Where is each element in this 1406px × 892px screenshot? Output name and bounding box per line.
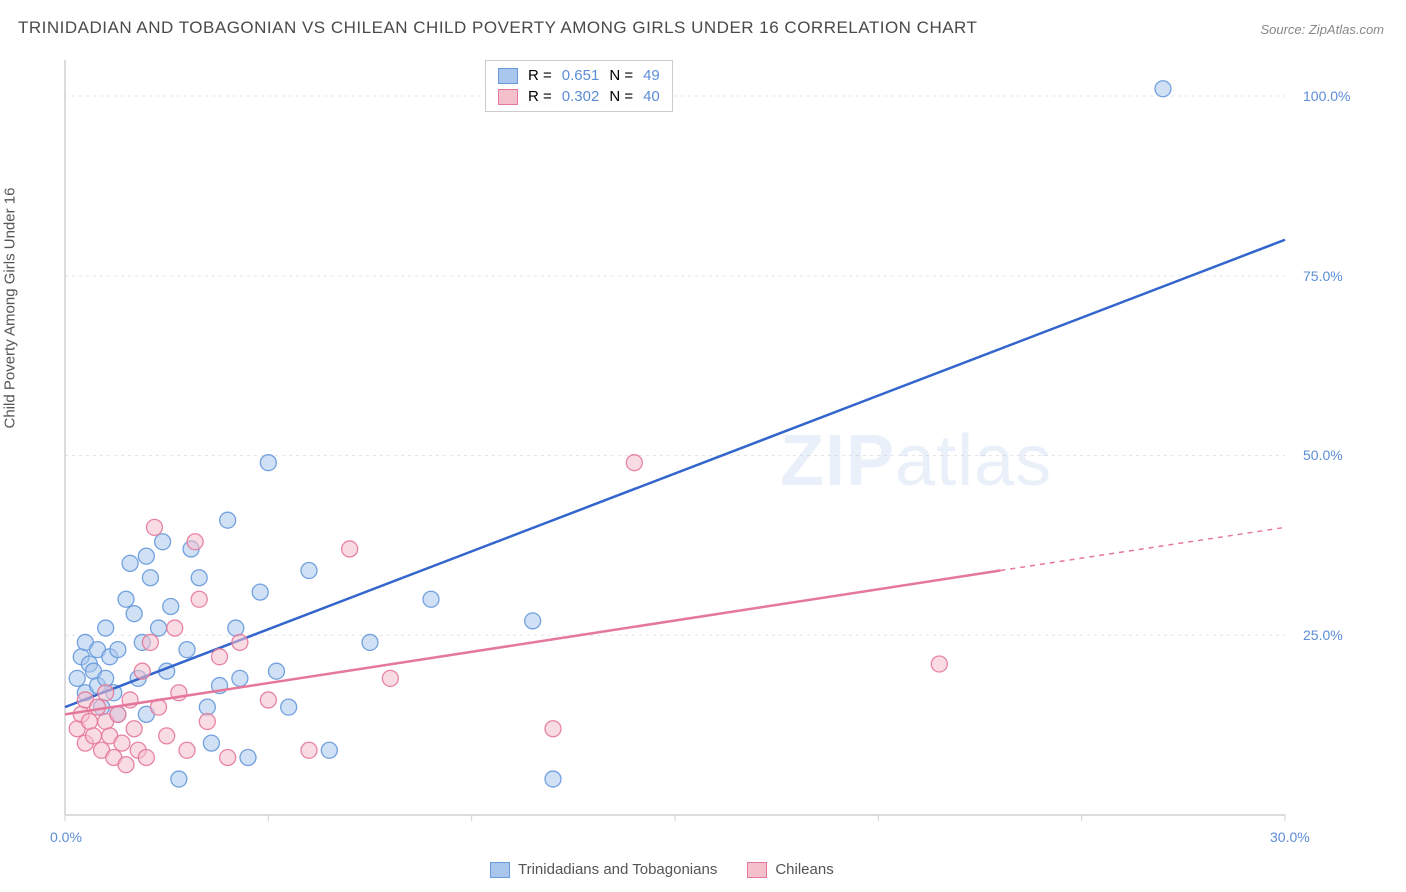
r-label: R =: [528, 67, 552, 84]
n-label: N =: [609, 88, 633, 105]
swatch-icon: [498, 89, 518, 105]
series-label: Trinidadians and Tobagonians: [518, 861, 717, 878]
swatch-icon: [747, 862, 767, 878]
legend-row: R = 0.651 N = 49: [498, 65, 660, 86]
swatch-icon: [490, 862, 510, 878]
r-value: 0.302: [562, 88, 600, 105]
axis-tick-label: 30.0%: [1270, 829, 1310, 845]
correlation-legend: R = 0.651 N = 49 R = 0.302 N = 40: [485, 60, 673, 112]
n-value: 40: [643, 88, 660, 105]
legend-row: R = 0.302 N = 40: [498, 86, 660, 107]
legend-item: Chileans: [747, 861, 833, 878]
axis-tick-label: 50.0%: [1303, 447, 1343, 463]
y-axis-label: Child Poverty Among Girls Under 16: [2, 188, 19, 429]
n-value: 49: [643, 67, 660, 84]
scatter-chart: [55, 55, 1345, 835]
axis-tick-label: 25.0%: [1303, 627, 1343, 643]
r-label: R =: [528, 88, 552, 105]
swatch-icon: [498, 68, 518, 84]
chart-area: [55, 55, 1345, 835]
series-label: Chileans: [775, 861, 833, 878]
axis-tick-label: 75.0%: [1303, 268, 1343, 284]
legend-item: Trinidadians and Tobagonians: [490, 861, 717, 878]
source-label: Source: ZipAtlas.com: [1260, 22, 1384, 37]
chart-title: TRINIDADIAN AND TOBAGONIAN VS CHILEAN CH…: [18, 18, 977, 38]
axis-tick-label: 100.0%: [1303, 88, 1350, 104]
axis-tick-label: 0.0%: [50, 829, 82, 845]
series-legend: Trinidadians and Tobagonians Chileans: [490, 861, 834, 878]
r-value: 0.651: [562, 67, 600, 84]
n-label: N =: [609, 67, 633, 84]
